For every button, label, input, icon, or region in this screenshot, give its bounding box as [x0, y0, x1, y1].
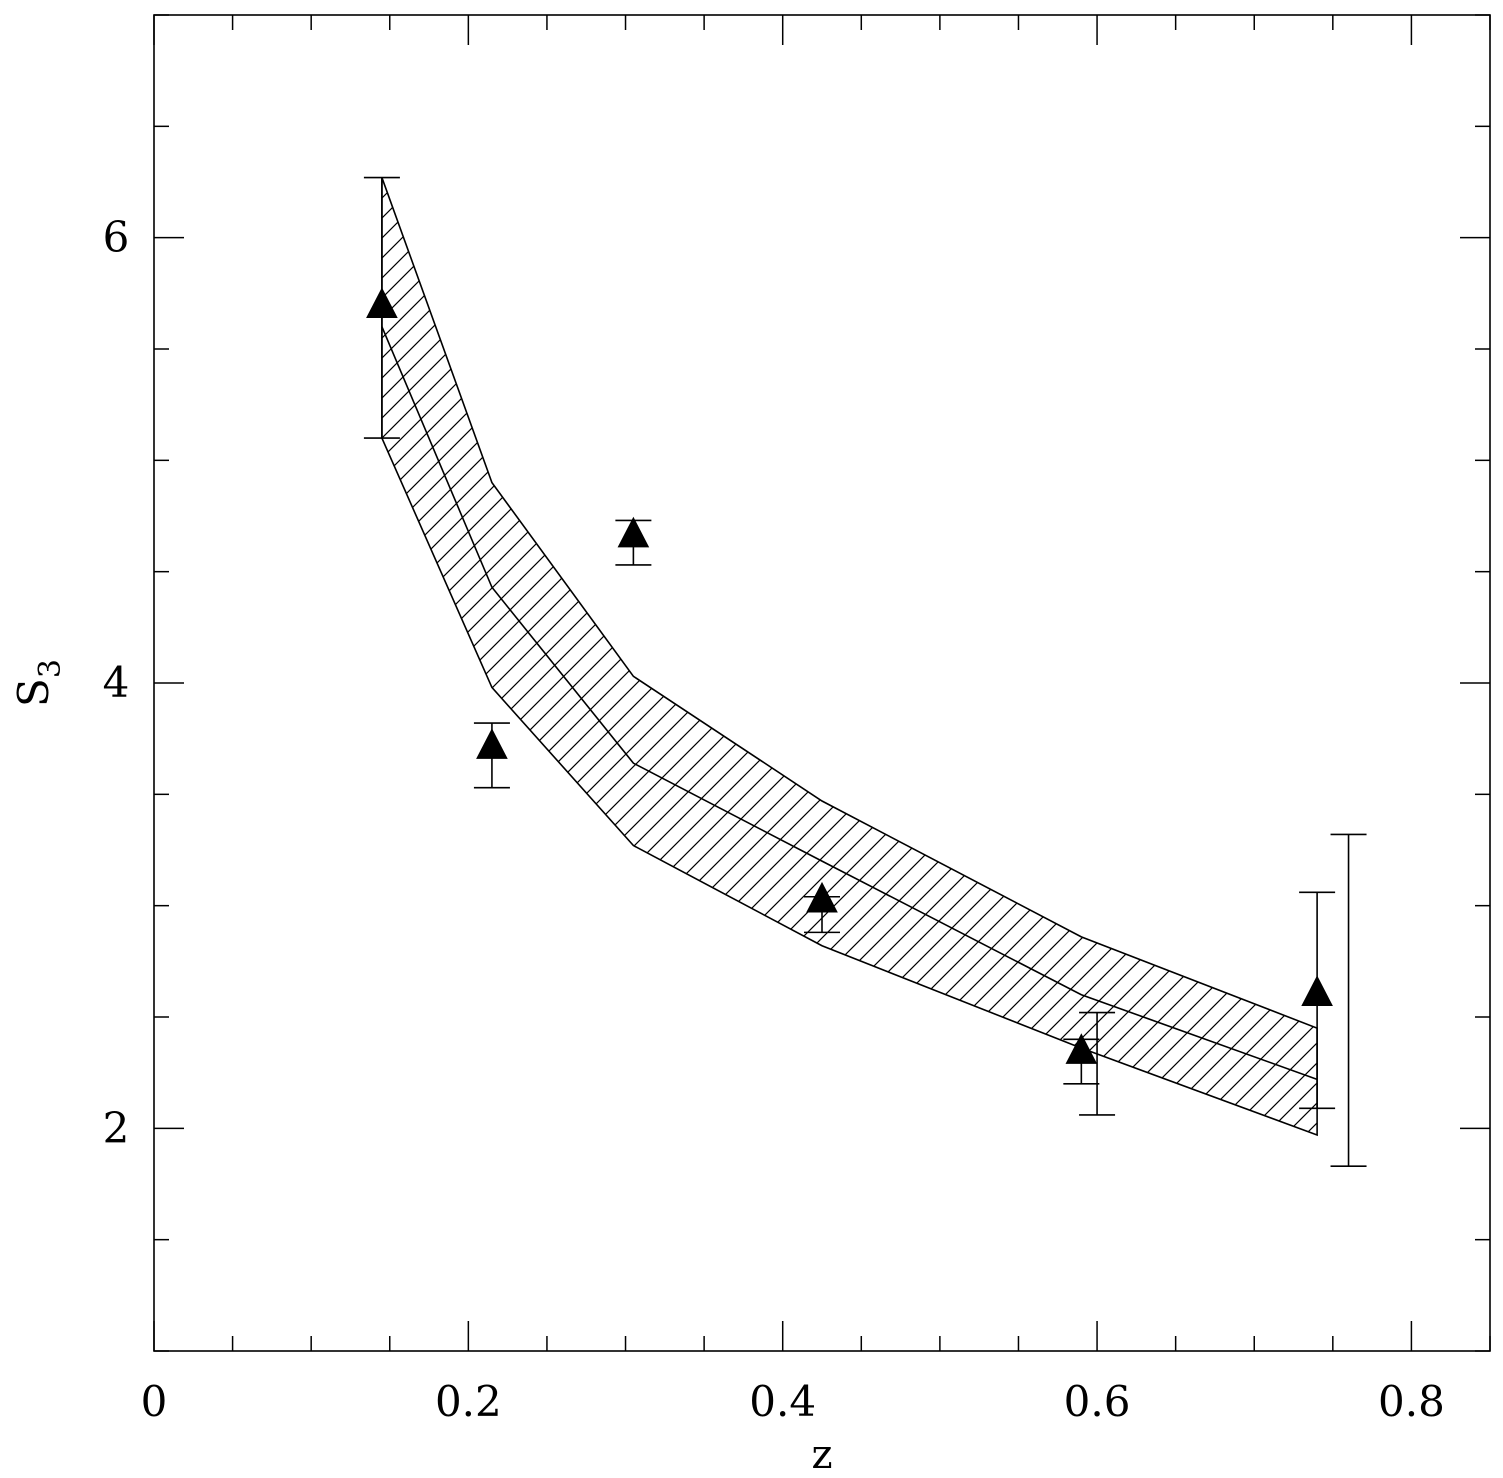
data-point-triangle: [366, 287, 398, 318]
x-tick-label: 0.8: [1378, 1377, 1445, 1426]
plot-border: [153, 14, 1491, 1352]
axis-ticks: [153, 14, 1491, 1352]
y-axis-label: S3: [9, 659, 68, 707]
plot-frame: [153, 14, 1491, 1352]
x-axis-label: z: [811, 1432, 832, 1478]
data-point-triangle: [617, 516, 650, 548]
data-point-triangle: [806, 881, 838, 913]
tick-labels: 0 0.2 0.4 0.6 0.8 2 4 6: [103, 213, 1445, 1426]
data-point-triangle: [1065, 1033, 1098, 1064]
y-tick-label: 2: [103, 1103, 130, 1152]
band-area: [381, 177, 1318, 1137]
svg-text:S3: S3: [9, 659, 68, 707]
y-axis-label-subscript: 3: [33, 659, 68, 678]
y-tick-label: 6: [103, 213, 130, 262]
x-tick-label: 0.6: [1064, 1377, 1131, 1426]
data-markers: [366, 287, 1333, 1064]
y-tick-label: 4: [103, 658, 130, 707]
hatched-band: [381, 177, 1318, 1137]
x-tick-label: 0: [141, 1377, 168, 1426]
data-point-triangle: [1301, 975, 1333, 1007]
x-tick-label: 0.4: [749, 1377, 816, 1426]
y-axis-label-main: S: [9, 678, 58, 707]
band-central-line: [381, 326, 1318, 1081]
data-point-triangle: [476, 728, 508, 759]
x-tick-label: 0.2: [435, 1377, 502, 1426]
